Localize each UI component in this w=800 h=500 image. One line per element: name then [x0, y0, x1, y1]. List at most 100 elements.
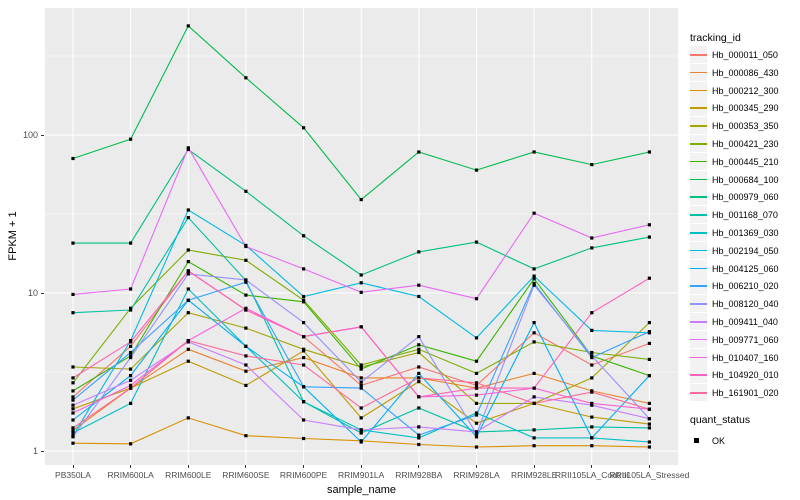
point-marker-Hb_000421_230	[244, 258, 248, 262]
point-marker-Hb_004125_060	[417, 371, 421, 375]
x-tick-mark	[418, 465, 420, 468]
point-marker-Hb_104920_010	[244, 308, 248, 312]
point-marker-Hb_008120_040	[129, 356, 133, 360]
point-marker-Hb_000421_230	[532, 340, 536, 344]
point-marker-Hb_006210_020	[359, 386, 363, 390]
point-marker-Hb_000684_100	[244, 76, 248, 80]
y-tick-mark	[41, 292, 44, 294]
point-marker-Hb_000979_060	[129, 241, 133, 245]
x-tick-label-RRIM600PE: RRIM600PE	[279, 470, 328, 480]
x-tick-label-RRIM600LA: RRIM600LA	[107, 470, 154, 480]
legend-line-swatch-icon	[690, 303, 707, 305]
plot-canvas	[45, 8, 678, 465]
point-marker-Hb_001168_070	[359, 431, 363, 435]
point-marker-Hb_161901_020	[186, 339, 190, 343]
point-marker-Hb_009771_060	[359, 290, 363, 294]
point-marker-Hb_009411_040	[532, 395, 536, 399]
point-marker-Hb_104920_010	[359, 325, 363, 329]
legend-item-label: Hb_009411_040	[712, 317, 778, 327]
point-marker-Hb_000086_430	[244, 369, 248, 373]
legend-item-label: Hb_006210_020	[712, 281, 779, 292]
point-marker-Hb_000445_210	[302, 300, 306, 304]
point-marker-Hb_009771_060	[71, 292, 75, 296]
point-marker-Hb_104920_010	[417, 395, 421, 399]
legend-line-swatch-icon	[690, 196, 707, 198]
legend-line-swatch-icon	[690, 338, 707, 341]
legend-line-swatch-icon	[690, 160, 707, 163]
point-marker-Hb_006210_020	[244, 280, 248, 284]
point-marker-Hb_000212_300	[417, 442, 421, 447]
point-marker-Hb_000212_300	[129, 442, 133, 446]
legend-line-swatch-icon	[690, 107, 707, 109]
point-marker-Hb_006210_020	[71, 398, 75, 402]
point-marker-Hb_001168_070	[532, 428, 536, 432]
x-tick-label-RRIM600LE: RRIM600LE	[165, 470, 212, 480]
point-marker-Hb_000212_300	[590, 444, 594, 448]
point-marker-Hb_000684_100	[302, 126, 306, 130]
point-marker-Hb_009411_040	[244, 363, 248, 367]
legend-item-label: Hb_000212_300	[712, 85, 779, 96]
point-marker-Hb_104920_010	[532, 386, 536, 390]
x-tick-mark	[245, 465, 247, 468]
point-marker-Hb_000684_100	[186, 24, 190, 28]
point-marker-Hb_001369_030	[417, 436, 421, 440]
point-marker-Hb_000353_350	[244, 326, 248, 330]
y-tick-mark	[41, 450, 44, 452]
point-marker-Hb_001369_030	[647, 440, 651, 444]
x-tick-label-RRII105LA_Stressed: RRII105LA_Stressed	[609, 470, 690, 480]
point-marker-Hb_009411_040	[71, 403, 75, 407]
point-marker-Hb_104920_010	[647, 276, 651, 280]
point-marker-Hb_000345_290	[359, 416, 363, 420]
legend-line-swatch-icon	[690, 54, 707, 56]
point-marker-Hb_002194_050	[532, 274, 536, 278]
y-tick-label: 1	[32, 445, 38, 456]
point-marker-Hb_000445_210	[244, 293, 248, 297]
point-marker-Hb_000011_050	[71, 395, 75, 399]
legend-line-swatch-icon	[690, 249, 707, 252]
point-marker-Hb_000684_100	[129, 137, 133, 141]
point-marker-Hb_104920_010	[302, 335, 306, 339]
point-marker-Hb_010407_160	[474, 393, 479, 397]
point-marker-Hb_104920_010	[590, 311, 594, 315]
point-marker-Hb_000979_060	[532, 267, 536, 271]
point-marker-Hb_161901_020	[474, 381, 479, 385]
legend-line-swatch-icon	[690, 356, 707, 359]
point-marker-Hb_000979_060	[647, 235, 651, 239]
point-marker-Hb_000684_100	[590, 163, 594, 167]
legend-line-swatch-icon	[690, 178, 707, 181]
point-marker-Hb_000353_350	[71, 365, 75, 369]
point-marker-Hb_000353_350	[474, 401, 479, 405]
point-marker-Hb_000212_300	[647, 445, 651, 449]
point-marker-Hb_008120_040	[186, 272, 190, 276]
x-tick-label-RRIM901LA: RRIM901LA	[338, 470, 385, 480]
legend-line-swatch-icon	[690, 321, 707, 323]
point-marker-Hb_009411_040	[302, 418, 306, 422]
point-marker-Hb_000421_230	[474, 371, 479, 375]
legend-item-label: Hb_000086_430	[712, 67, 779, 78]
legend-item-label: OK	[712, 436, 726, 446]
point-marker-Hb_000086_430	[532, 371, 536, 375]
point-marker-Hb_001168_070	[647, 426, 651, 430]
legend-item-label: Hb_000445_210	[712, 156, 779, 167]
point-marker-Hb_009771_060	[129, 287, 133, 291]
point-marker-Hb_000345_290	[647, 422, 651, 426]
point-marker-Hb_161901_020	[532, 401, 536, 405]
point-marker-Hb_000421_230	[590, 350, 594, 355]
point-marker-Hb_006210_020	[647, 330, 651, 334]
point-marker-Hb_001369_030	[532, 436, 536, 440]
point-marker-Hb_000979_060	[302, 234, 306, 238]
point-marker-Hb_001369_030	[71, 431, 75, 435]
point-marker-Hb_000684_100	[71, 156, 75, 161]
point-marker-Hb_000212_300	[244, 434, 248, 438]
point-marker-Hb_009411_040	[129, 378, 133, 382]
point-marker-Hb_000979_060	[186, 147, 190, 152]
point-marker-Hb_008120_040	[532, 283, 536, 287]
legend-line-swatch-icon	[690, 285, 707, 287]
point-marker-Hb_002194_050	[474, 336, 479, 340]
point-marker-Hb_000011_050	[590, 363, 594, 367]
point-marker-Hb_000445_210	[71, 389, 75, 393]
x-tick-mark	[648, 465, 650, 468]
point-marker-Hb_000345_290	[590, 415, 594, 419]
point-marker-Hb_009411_040	[417, 425, 421, 429]
point-marker-Hb_000353_350	[647, 321, 651, 325]
